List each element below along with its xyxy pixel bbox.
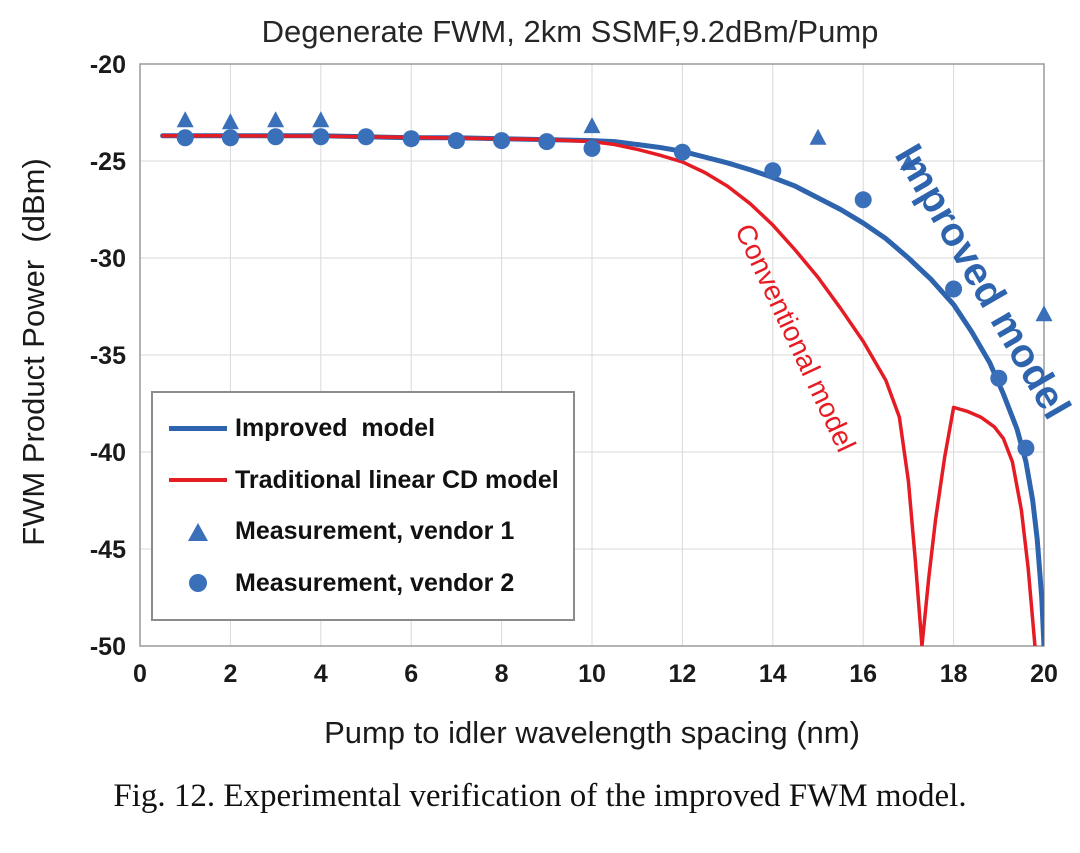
red-line-swatch-icon [167, 478, 229, 483]
svg-text:16: 16 [849, 660, 877, 688]
legend-item-vendor-1: Measurement, vendor 1 [167, 517, 559, 546]
svg-text:12: 12 [668, 660, 696, 688]
chart-title: Degenerate FWM, 2km SSMF,9.2dBm/Pump [261, 14, 879, 49]
svg-text:4: 4 [314, 660, 328, 688]
svg-text:-25: -25 [90, 148, 126, 176]
figure-caption: Fig. 12. Experimental verification of th… [113, 778, 967, 814]
svg-text:-50: -50 [90, 633, 126, 661]
chart-plot-area: 0 2 4 6 8 10 12 14 16 18 20 -20 -25 -30 -35 -40 -45 -50 [90, 51, 1058, 688]
legend: Improved model Traditional linear CD mod… [151, 391, 575, 621]
svg-text:6: 6 [404, 660, 418, 688]
legend-item-traditional-model: Traditional linear CD model [167, 466, 559, 495]
x-axis-label: Pump to idler wavelength spacing (nm) [324, 715, 860, 750]
svg-text:0: 0 [133, 660, 147, 688]
svg-text:8: 8 [495, 660, 509, 688]
svg-text:20: 20 [1030, 660, 1058, 688]
svg-text:2: 2 [223, 660, 237, 688]
circle-marker-icon [167, 574, 229, 593]
legend-label: Measurement, vendor 2 [235, 568, 515, 597]
svg-text:-45: -45 [90, 536, 126, 564]
svg-text:-20: -20 [90, 51, 126, 79]
svg-text:18: 18 [940, 660, 968, 688]
legend-item-vendor-2: Measurement, vendor 2 [167, 569, 559, 598]
legend-label: Traditional linear CD model [235, 465, 559, 494]
legend-item-improved-model: Improved model [167, 414, 559, 443]
svg-text:14: 14 [759, 660, 787, 688]
blue-line-swatch-icon [167, 426, 229, 432]
triangle-marker-icon [167, 522, 229, 541]
svg-text:-35: -35 [90, 342, 126, 370]
svg-text:10: 10 [578, 660, 606, 688]
svg-text:-30: -30 [90, 245, 126, 273]
legend-label: Measurement, vendor 1 [235, 517, 515, 546]
svg-text:-40: -40 [90, 439, 126, 467]
legend-label: Improved model [235, 414, 436, 443]
